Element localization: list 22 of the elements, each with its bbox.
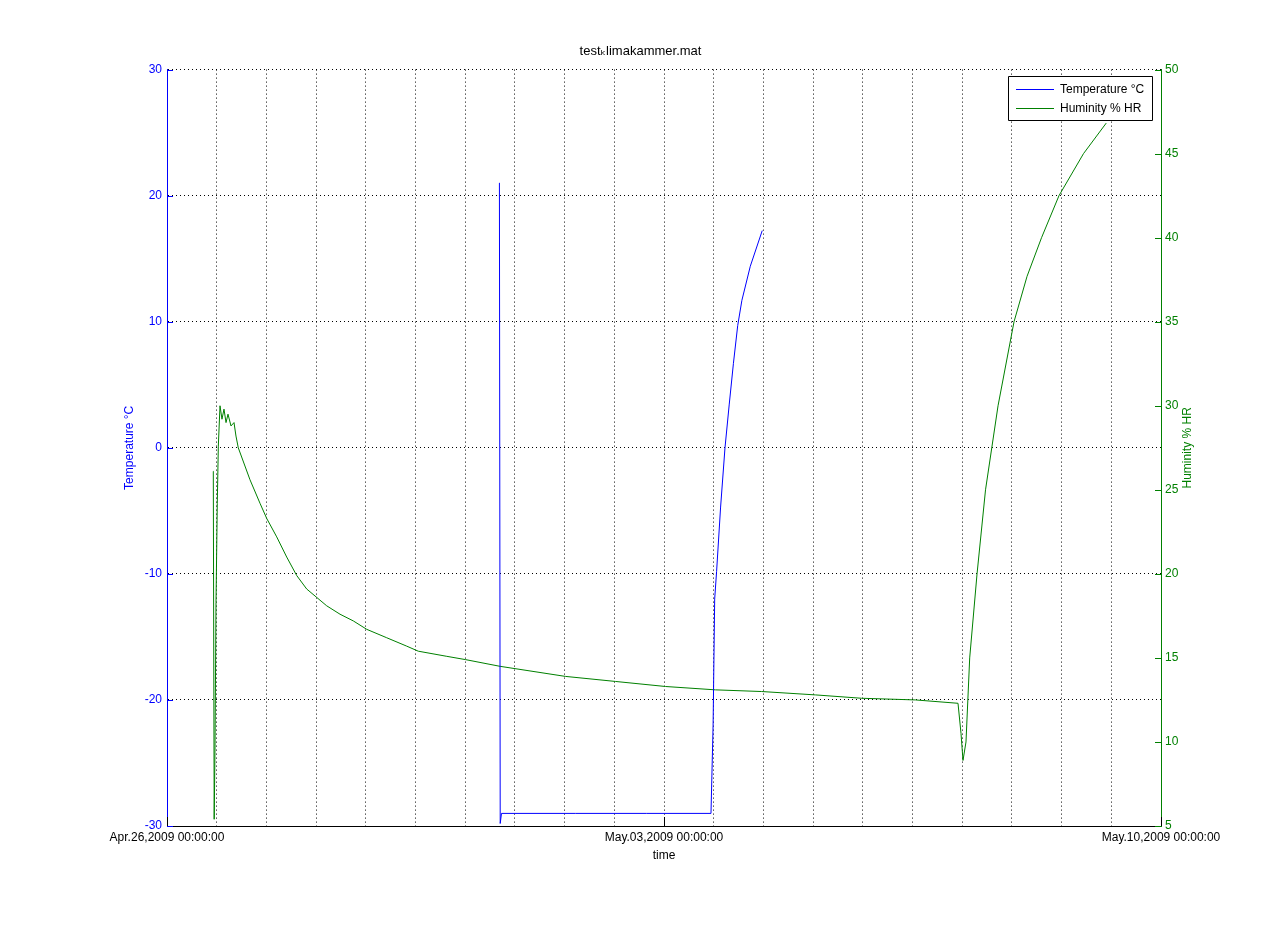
y2-tick-label: 30 [1165, 398, 1179, 413]
y2-tick-label: 35 [1165, 314, 1179, 329]
legend-label: Temperature °C [1060, 81, 1145, 96]
y2-axis-title: Huminity % HR [1180, 406, 1195, 489]
y2-tick-label: 25 [1165, 482, 1179, 497]
x-axis-title: time [652, 848, 676, 863]
x-tick-label: May.03,2009 00:00:00 [604, 829, 724, 844]
y-tick-label: -10 [144, 566, 163, 581]
y-tick-label: 0 [155, 440, 163, 455]
y-axis-title: Temperature °C [122, 405, 137, 490]
y2-tick-label: 20 [1165, 566, 1179, 581]
y2-tick-label: 45 [1165, 145, 1179, 160]
y2-tick-label: 40 [1165, 230, 1179, 244]
y-tick-label: 10 [148, 314, 163, 329]
legend-label: Huminity % HR [1060, 100, 1142, 115]
y-tick-label: -20 [144, 692, 163, 707]
y2-tick-label: 15 [1165, 650, 1179, 665]
y-tick-label: 30 [148, 61, 163, 76]
y2-tick-label: 50 [1165, 61, 1179, 76]
y2-tick-label: 10 [1165, 734, 1179, 749]
y-tick-label: 20 [148, 187, 163, 202]
chart-title: testₖlimakammer.mat [579, 43, 702, 59]
